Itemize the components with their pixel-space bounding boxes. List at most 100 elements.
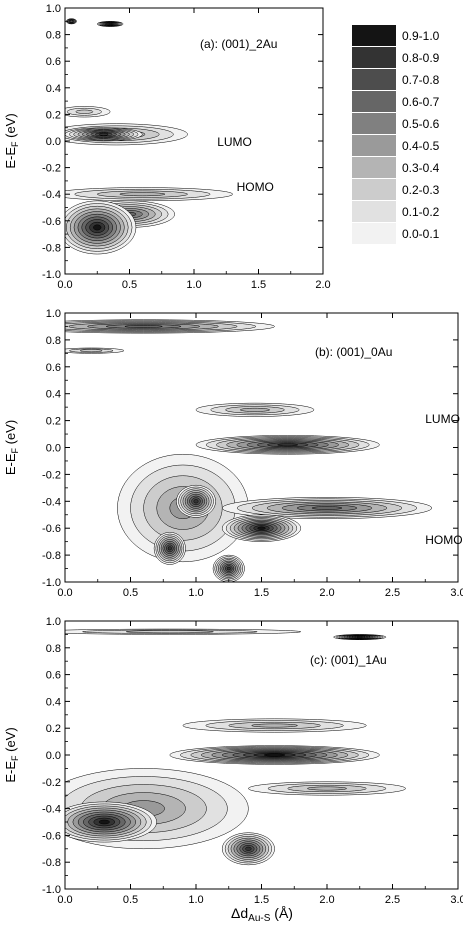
y-tick-label: -0.6 — [42, 523, 61, 535]
x-tick-label: 1.5 — [254, 894, 269, 906]
x-tick-label: 1.0 — [186, 279, 201, 291]
x-axis: 0.0 0.5 1.0 1.5 2.0 2.5 3.0 — [57, 313, 463, 599]
legend-item: 0.1-0.2 — [352, 201, 440, 222]
y-tick-label: 0.0 — [46, 443, 61, 455]
legend-label: 0.5-0.6 — [402, 117, 440, 131]
x-tick-label: 2.5 — [385, 894, 400, 906]
contour-feature — [333, 634, 387, 641]
y-tick-label: -0.2 — [42, 777, 61, 789]
x-tick-label: 2.5 — [385, 587, 400, 599]
x-tick-label: 1.5 — [254, 587, 269, 599]
legend-swatch — [352, 113, 396, 134]
x-axis-label: ΔdAu-S (Å) — [231, 905, 293, 924]
contour-feature — [117, 453, 249, 563]
x-tick-label: 3.0 — [450, 587, 463, 599]
x-tick-label: 0.5 — [122, 279, 137, 291]
y-axis: 1.0 0.8 0.6 0.4 0.2 0.0 -0.2 -0.4 -0.6 -0.8 -1.0 — [42, 308, 458, 589]
y-tick-label: -1.0 — [42, 577, 61, 589]
x-tick-label: 0.0 — [57, 894, 72, 906]
contour-band — [263, 753, 286, 757]
contour-band — [108, 22, 112, 26]
y-tick-label: -0.6 — [42, 830, 61, 842]
legend-item: 0.2-0.3 — [352, 179, 440, 200]
x-tick-label: 0.5 — [123, 587, 138, 599]
contour-field — [65, 628, 406, 866]
contour-band — [69, 19, 74, 23]
y-tick-label: 0.4 — [46, 696, 61, 708]
contour-feature — [221, 832, 275, 866]
y-tick-label: 0.2 — [46, 109, 61, 121]
annotation-homo: HOMO — [425, 533, 462, 547]
contour-band — [193, 499, 199, 504]
legend-item: 0.3-0.4 — [352, 157, 440, 178]
panel-title: (a): (001)_2Au — [200, 37, 277, 51]
contour-feature — [248, 781, 406, 796]
y-tick-label: -0.4 — [42, 496, 61, 508]
annotation-lumo: LUMO — [217, 135, 252, 149]
y-tick-label: -0.8 — [42, 550, 61, 562]
contour-feature — [65, 347, 125, 354]
contour-feature — [65, 127, 143, 142]
contour-band — [119, 192, 166, 197]
contour-field — [65, 18, 233, 255]
legend-label: 0.4-0.5 — [402, 139, 440, 153]
legend-item: 0.6-0.7 — [352, 91, 440, 112]
legend-swatch — [352, 69, 396, 90]
legend-swatch — [352, 91, 396, 112]
legend-label: 0.0-0.1 — [402, 227, 440, 241]
y-axis: 1.0 0.8 0.6 0.4 0.2 0.0 -0.2 -0.4 -0.6 -0.8 -1.0 — [42, 3, 323, 281]
x-tick-label: 2.0 — [319, 587, 334, 599]
y-tick-label: -0.2 — [42, 163, 61, 175]
annotation-homo: HOMO — [237, 180, 274, 194]
contour-feature — [182, 718, 367, 733]
contour-feature — [176, 484, 216, 518]
legend-swatch — [352, 201, 396, 222]
contour-band — [125, 630, 214, 634]
legend-label: 0.3-0.4 — [402, 161, 440, 175]
y-tick-label: 1.0 — [46, 3, 61, 15]
legend-swatch — [352, 179, 396, 200]
y-tick-label: 0.6 — [46, 56, 61, 68]
contour-feature — [153, 531, 186, 565]
contour-band — [98, 819, 110, 825]
legend-item: 0.5-0.6 — [352, 113, 440, 134]
legend-label: 0.1-0.2 — [402, 205, 440, 219]
contour-band — [75, 109, 94, 114]
contour-feature — [97, 21, 124, 27]
contour-feature — [212, 554, 245, 582]
contour-feature — [65, 319, 275, 334]
x-tick-label: 0.5 — [123, 894, 138, 906]
x-tick-label: 1.0 — [188, 587, 203, 599]
legend-swatch — [352, 157, 396, 178]
x-tick-label: 3.0 — [450, 894, 463, 906]
contour-field — [65, 319, 433, 582]
legend-label: 0.8-0.9 — [402, 51, 440, 65]
x-axis: 0.0 0.5 1.0 1.5 2.0 2.5 3.0 — [57, 621, 463, 906]
panel-title: (b): (001)_0Au — [315, 345, 392, 359]
y-axis-label: E-EF (eV) — [3, 113, 20, 168]
contour-feature — [66, 18, 77, 25]
contour-band — [226, 566, 231, 571]
legend-item: 0.8-0.9 — [352, 47, 440, 68]
y-tick-label: 0.8 — [46, 30, 61, 42]
x-tick-label: 2.0 — [319, 894, 334, 906]
x-axis: 0.0 0.5 1.0 1.5 2.0 — [57, 8, 331, 291]
y-tick-label: -1.0 — [42, 884, 61, 896]
y-axis-label: E-EF (eV) — [3, 727, 20, 782]
y-tick-label: 1.0 — [46, 616, 61, 628]
y-tick-label: 0.2 — [46, 723, 61, 735]
y-tick-label: -1.0 — [42, 269, 61, 281]
legend-swatch — [352, 223, 396, 244]
contour-band — [245, 846, 252, 851]
y-tick-label: 1.0 — [46, 308, 61, 320]
legend: 0.9-1.0 0.8-0.9 0.7-0.8 0.6-0.7 0.5-0.6 0.4-0… — [352, 25, 440, 244]
contour-feature — [65, 801, 157, 843]
contour-band — [93, 224, 102, 231]
y-tick-label: 0.6 — [46, 362, 61, 374]
y-tick-label: 0.6 — [46, 670, 61, 682]
contour-band — [307, 786, 347, 791]
legend-label: 0.9-1.0 — [402, 29, 440, 43]
legend-item: 0.4-0.5 — [352, 135, 440, 156]
